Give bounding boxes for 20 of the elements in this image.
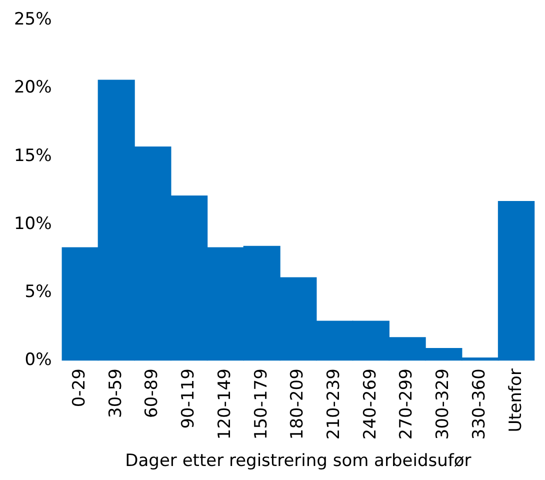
x-tick-label: 150-179 (251, 368, 272, 440)
x-tick-label: 0-29 (69, 368, 90, 408)
x-tick-label: 240-269 (360, 368, 380, 440)
x-tick-label: 60-89 (142, 368, 162, 418)
x-tick-label: 30-59 (106, 368, 126, 418)
x-tick-label: 90-119 (178, 368, 199, 429)
y-tick-label: 15% (14, 146, 52, 166)
x-tick-label: Utenfor (506, 368, 526, 432)
y-tick-label: 20% (14, 78, 52, 98)
y-tick-label: 10% (14, 214, 52, 234)
x-tick-label: 210-239 (324, 368, 344, 440)
x-tick-label: 180-209 (288, 368, 308, 440)
x-tick-label: 120-149 (214, 368, 235, 440)
x-tick-label: 330-360 (469, 368, 490, 440)
x-axis-title: Dager etter registrering som arbeidsufør (125, 451, 472, 472)
y-tick-label: 25% (14, 10, 52, 30)
x-tick-label: 270-299 (396, 368, 417, 440)
x-tick-label: 300-329 (433, 368, 454, 440)
y-tick-label: 5% (24, 282, 52, 302)
y-tick-label: 0% (24, 350, 52, 370)
